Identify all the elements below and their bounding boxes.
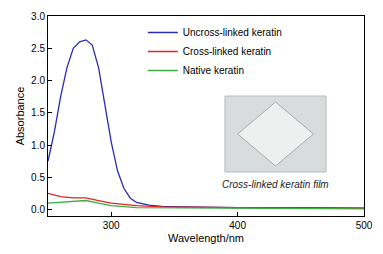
svg-text:1.5: 1.5: [31, 107, 45, 118]
svg-text:3.0: 3.0: [31, 11, 45, 22]
svg-text:Native keratin: Native keratin: [183, 65, 244, 76]
svg-text:2.0: 2.0: [31, 75, 45, 86]
svg-text:400: 400: [229, 220, 246, 231]
svg-text:Cross-linked keratin film: Cross-linked keratin film: [222, 179, 329, 190]
svg-text:1.0: 1.0: [31, 140, 45, 151]
svg-text:2.5: 2.5: [31, 43, 45, 54]
svg-text:0.0: 0.0: [31, 204, 45, 215]
svg-text:500: 500: [356, 220, 373, 231]
svg-text:Cross-linked keratin: Cross-linked keratin: [183, 46, 271, 57]
svg-text:300: 300: [103, 220, 120, 231]
svg-text:Wavelength/nm: Wavelength/nm: [168, 232, 244, 244]
svg-text:Absorbance: Absorbance: [14, 87, 26, 146]
svg-text:0.5: 0.5: [31, 172, 45, 183]
svg-text:Uncross-linked keratin: Uncross-linked keratin: [183, 27, 282, 38]
